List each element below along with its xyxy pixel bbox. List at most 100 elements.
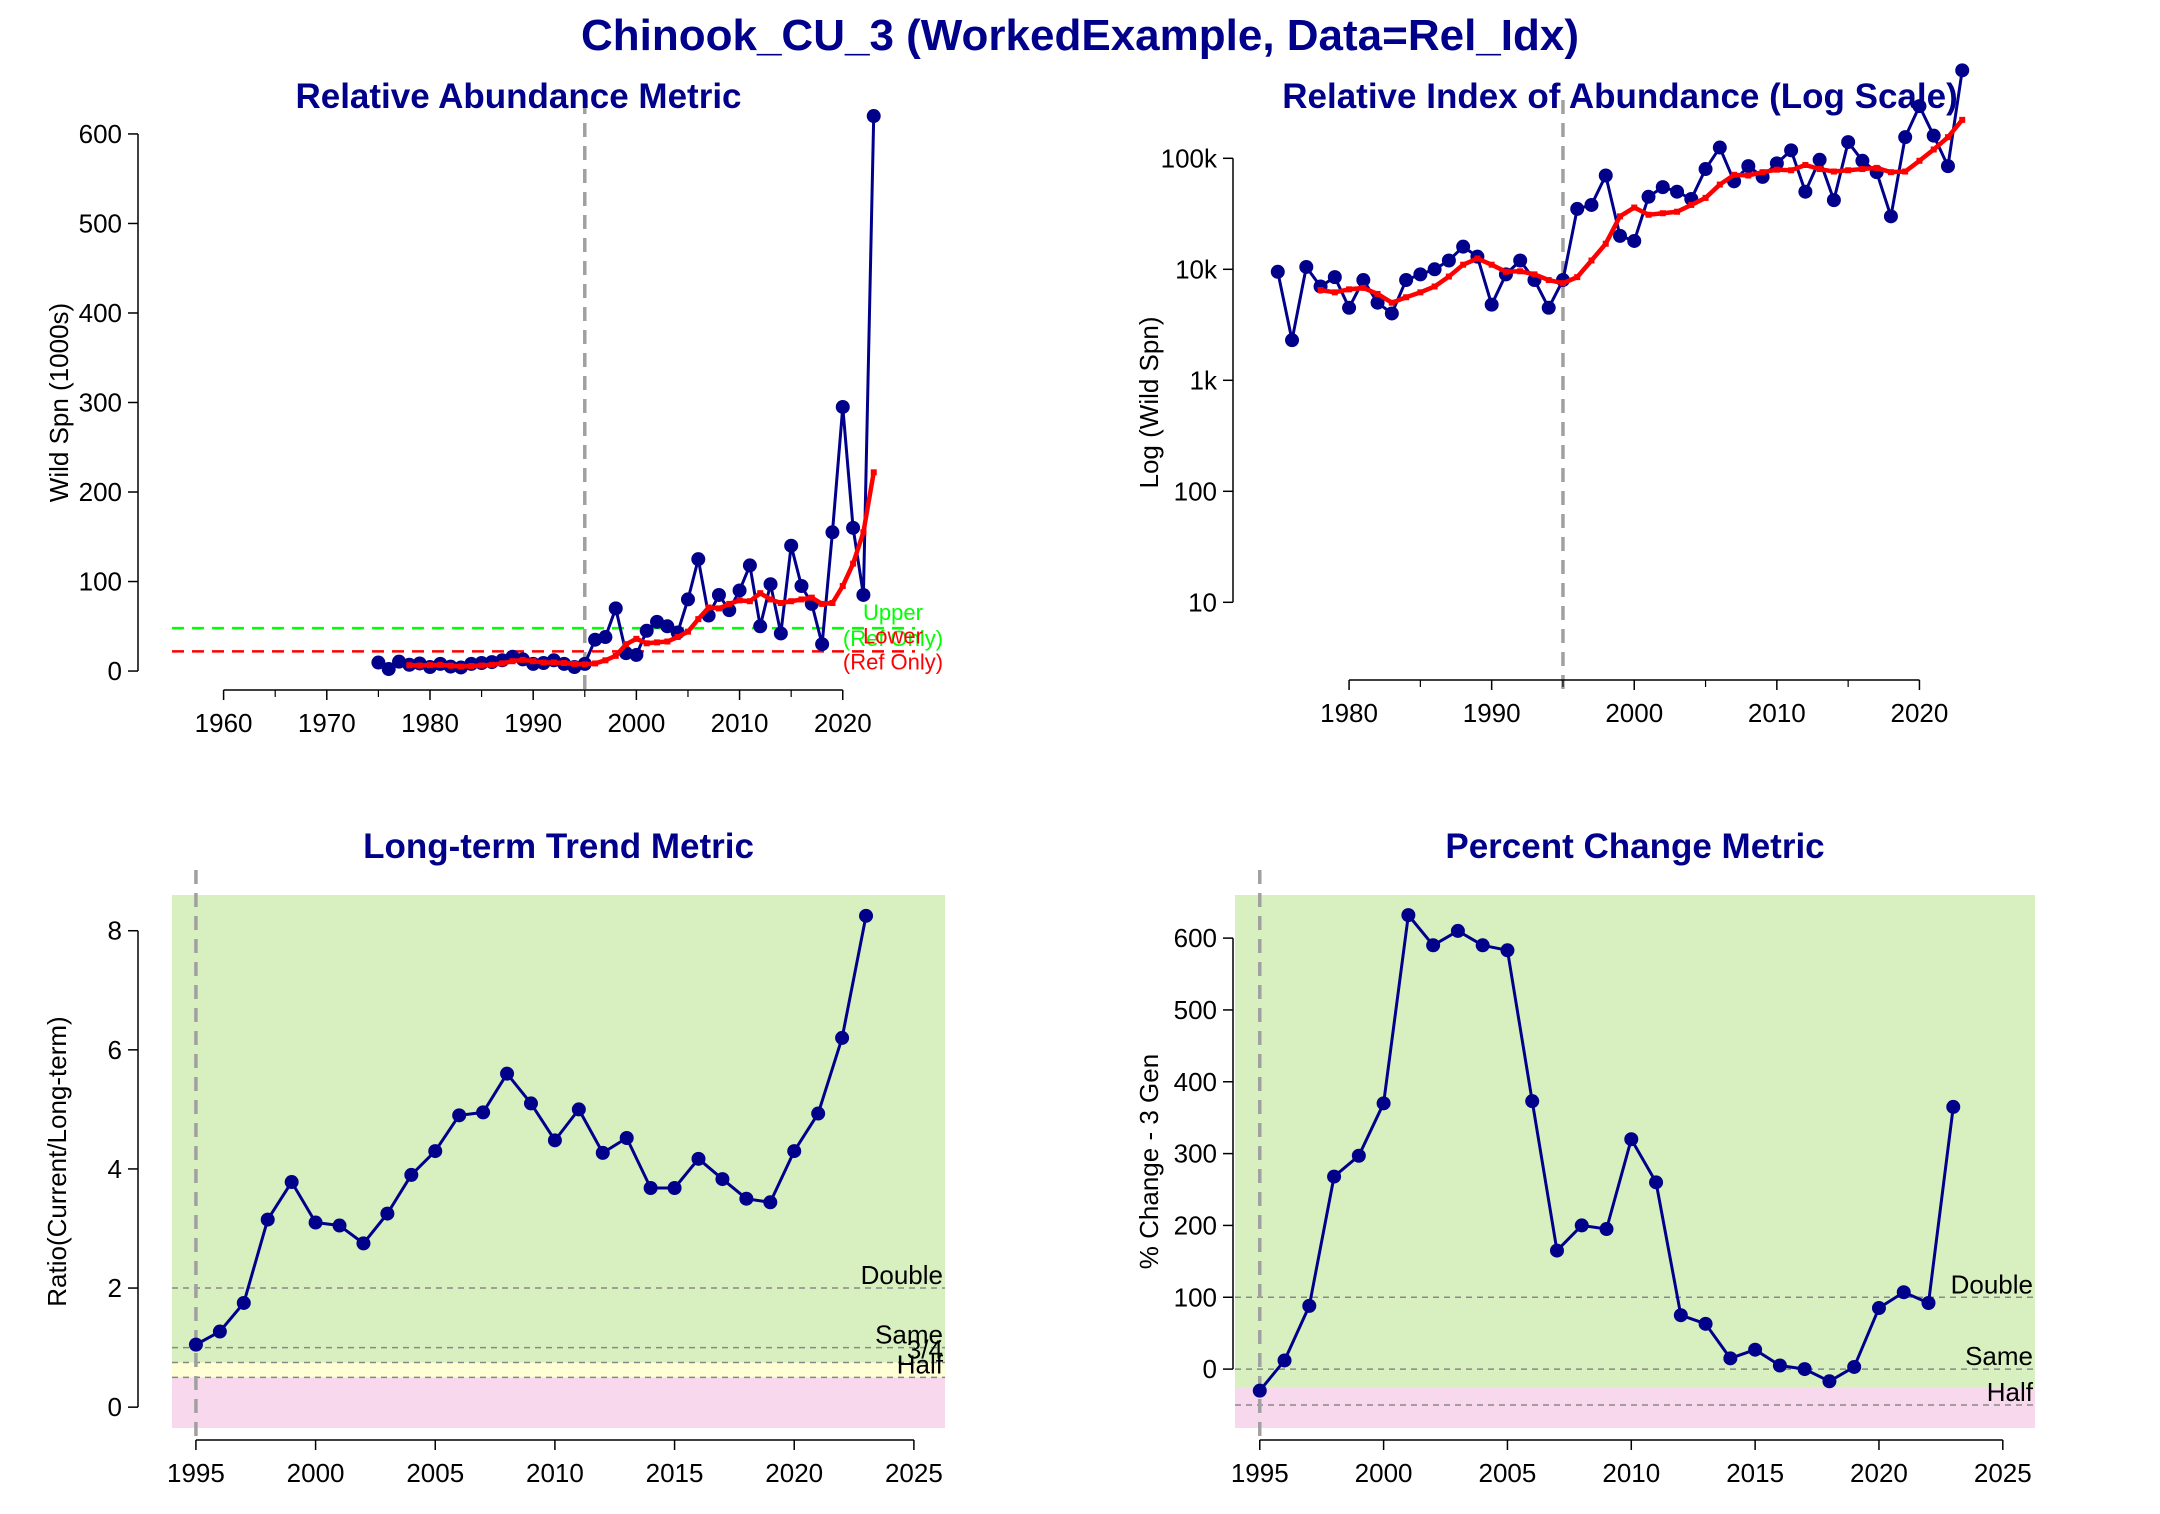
x-tick-label: 2020 <box>814 708 872 738</box>
y-axis-label: Wild Spn (1000s) <box>44 303 74 502</box>
smoothed-point <box>777 600 784 607</box>
smoothed-point <box>623 641 630 648</box>
smoothed-point <box>746 598 753 605</box>
x-tick-label: 2005 <box>406 1458 464 1488</box>
data-point <box>856 587 871 602</box>
smoothed-point <box>1659 210 1666 217</box>
smoothed-point <box>1674 208 1681 215</box>
panel-title: Relative Abundance Metric <box>295 77 741 116</box>
y-tick-label: 100 <box>1174 476 1217 506</box>
x-tick-label: 1995 <box>1231 1458 1289 1488</box>
data-point <box>660 619 675 634</box>
data-point <box>1450 923 1465 938</box>
data-point <box>1513 253 1528 268</box>
data-point <box>1525 1094 1540 1109</box>
smoothed-point <box>715 605 722 612</box>
x-tick-label: 2010 <box>1748 698 1806 728</box>
smoothed-point <box>478 662 485 669</box>
data-point <box>1946 1099 1961 1114</box>
chart-panel-logindex: 10 100 1k 10k 100k 1980 1990 2000 2010 2020 Relati… <box>1134 63 1970 728</box>
chart-panel-abundance: Upper(Ref Only)Lower(Ref Only)0100200300… <box>44 77 943 738</box>
smoothed-point <box>1959 116 1966 123</box>
ref-label: Half <box>897 1349 944 1379</box>
smoothed-point <box>788 598 795 605</box>
smoothed-point <box>1388 299 1395 306</box>
x-tick-label: 2005 <box>1479 1458 1537 1488</box>
smoothed-point <box>1873 164 1880 171</box>
smoothed-point <box>499 660 506 667</box>
chart-panels: Upper(Ref Only)Lower(Ref Only)0100200300… <box>42 63 2035 1488</box>
data-point <box>1574 1218 1589 1233</box>
zone-band <box>172 895 945 1363</box>
data-point <box>1500 943 1515 958</box>
data-point <box>1670 184 1685 199</box>
smoothed-point <box>684 628 691 635</box>
x-tick-label: 2025 <box>885 1458 943 1488</box>
y-tick-label: 0 <box>108 1392 122 1422</box>
y-tick-label: 0 <box>108 656 122 686</box>
data-point <box>763 577 778 592</box>
smoothed-point <box>1802 162 1809 169</box>
smoothed-point <box>540 659 547 666</box>
data-point <box>428 1144 443 1159</box>
y-tick-label: 300 <box>1174 1139 1217 1169</box>
x-tick-label: 2000 <box>287 1458 345 1488</box>
data-point <box>1584 197 1599 212</box>
data-point <box>571 1102 586 1117</box>
data-point <box>1673 1308 1688 1323</box>
smoothed-point <box>530 658 537 665</box>
smoothed-point <box>1930 146 1937 153</box>
y-tick-label: 200 <box>1174 1210 1217 1240</box>
x-tick-label: 1990 <box>504 708 562 738</box>
data-point <box>643 1181 658 1196</box>
data-point <box>715 1172 730 1187</box>
data-point <box>598 630 613 645</box>
smoothed-point <box>674 634 681 641</box>
smoothed-point <box>1617 213 1623 220</box>
data-point <box>1627 233 1642 248</box>
data-point <box>1327 1169 1342 1184</box>
data-point <box>1599 1222 1614 1237</box>
data-point <box>1426 938 1441 953</box>
x-tick-label: 2010 <box>526 1458 584 1488</box>
smoothed-point <box>1559 280 1566 287</box>
y-axis-label: % Change - 3 Gen <box>1134 1054 1164 1269</box>
data-point <box>1955 63 1970 78</box>
data-point <box>1871 1301 1886 1316</box>
ref-label: Same <box>1965 1341 2033 1371</box>
smoothed-point <box>1745 172 1752 179</box>
data-point <box>753 619 768 634</box>
data-point <box>1748 1342 1763 1357</box>
data-point <box>1342 300 1357 315</box>
threshold-label: Lower <box>863 623 923 648</box>
data-point <box>1370 295 1385 310</box>
smoothed-point <box>829 600 836 607</box>
data-point <box>1769 156 1784 171</box>
smoothed-point <box>1702 194 1709 201</box>
y-tick-label: 1k <box>1190 365 1218 395</box>
x-tick-label: 1960 <box>195 708 253 738</box>
smoothed-point <box>767 596 774 603</box>
data-point <box>1822 1374 1837 1389</box>
data-point <box>381 661 396 676</box>
data-point <box>595 1145 610 1160</box>
data-point <box>1841 135 1856 150</box>
y-tick-label: 500 <box>1174 995 1217 1025</box>
x-tick-label: 2015 <box>646 1458 704 1488</box>
threshold-label: Upper <box>863 600 923 625</box>
smoothed-point <box>457 663 464 670</box>
data-point <box>1896 1285 1911 1300</box>
smoothed-point <box>654 639 661 646</box>
data-point <box>784 538 799 553</box>
smoothed-point <box>468 663 475 670</box>
smoothed-point <box>695 616 702 623</box>
data-point <box>629 647 644 662</box>
data-point <box>835 399 850 414</box>
data-point <box>1912 99 1927 114</box>
data-point <box>332 1218 347 1233</box>
data-point <box>639 623 654 638</box>
data-point <box>815 637 830 652</box>
data-point <box>1302 1298 1317 1313</box>
data-point <box>1456 239 1471 254</box>
data-point <box>763 1195 778 1210</box>
